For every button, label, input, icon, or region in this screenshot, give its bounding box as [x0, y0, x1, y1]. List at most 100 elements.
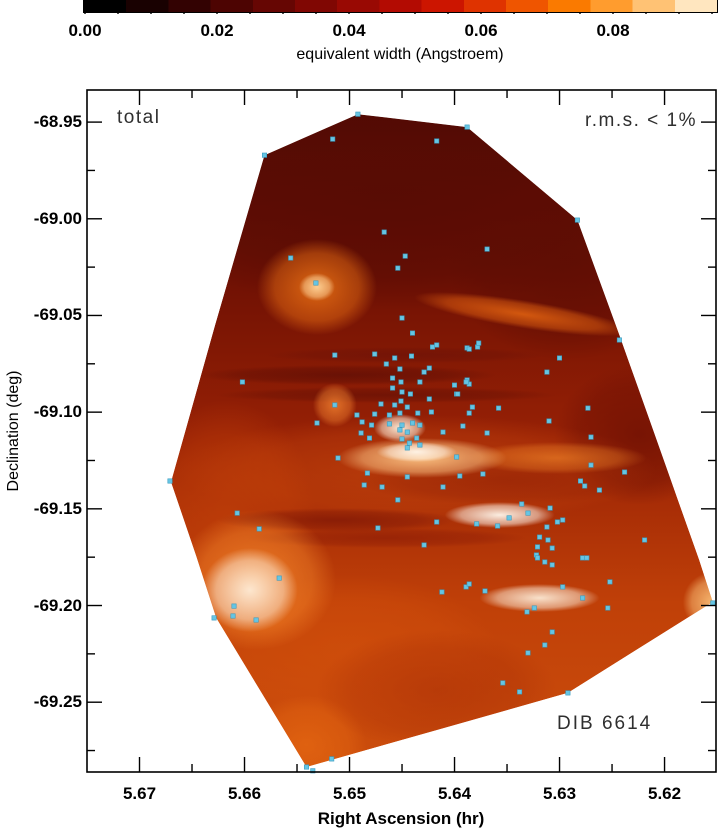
surface-feature [479, 583, 600, 612]
surface-feature [376, 441, 457, 462]
data-point [434, 519, 440, 525]
data-point [506, 515, 512, 521]
data-point [565, 690, 571, 696]
x-tick-label: 5.64 [437, 784, 472, 803]
y-tick-label: -68.95 [33, 112, 82, 132]
data-point [361, 482, 367, 488]
data-point [404, 445, 410, 451]
data-point [381, 229, 387, 235]
x-axis-title: Right Ascension (hr) [317, 809, 485, 828]
data-point [417, 379, 423, 385]
data-points [167, 111, 716, 774]
data-point [549, 545, 555, 551]
data-point [407, 391, 413, 397]
y-axis-title: Declination (deg) [5, 370, 22, 492]
data-point [622, 469, 628, 475]
data-point [310, 768, 316, 774]
data-point [404, 474, 410, 480]
data-point [404, 429, 410, 435]
data-point [369, 422, 375, 428]
y-tick-label: -69.15 [33, 498, 82, 518]
data-point [390, 385, 396, 391]
data-point [417, 422, 423, 428]
data-point [476, 340, 482, 346]
data-point [554, 519, 560, 525]
data-point [460, 423, 466, 429]
data-point [404, 404, 410, 410]
data-point [211, 615, 217, 621]
data-point [577, 478, 583, 484]
data-point [642, 537, 648, 543]
data-point [434, 342, 440, 348]
data-point [495, 523, 501, 529]
data-point [542, 642, 548, 648]
data-point [537, 534, 543, 540]
data-point [439, 589, 445, 595]
data-point [395, 497, 401, 503]
data-point [429, 344, 435, 350]
colorbar-tick-label: 0.06 [464, 21, 498, 40]
data-point [560, 517, 566, 523]
data-point [574, 217, 580, 223]
data-point [580, 595, 586, 601]
data-point [355, 111, 361, 117]
data-point [386, 412, 392, 418]
data-point [330, 136, 336, 142]
data-point [414, 435, 420, 441]
data-point [426, 396, 432, 402]
data-point [378, 401, 384, 407]
data-point [547, 505, 553, 511]
data-point [364, 470, 370, 476]
x-tick-label: 5.67 [122, 784, 157, 803]
colorbar [83, 0, 718, 13]
data-point [253, 617, 259, 623]
data-point [398, 379, 404, 385]
data-point [524, 609, 530, 615]
data-point [399, 436, 405, 442]
data-point [399, 389, 405, 395]
data-point [354, 412, 360, 418]
data-point [392, 402, 398, 408]
data-point [454, 454, 460, 460]
surface-feature [414, 292, 632, 337]
data-point [375, 525, 381, 531]
x-tick-label: 5.62 [647, 784, 682, 803]
data-point [395, 265, 401, 271]
colorbar-tick-label: 0.02 [200, 21, 234, 40]
map-surface [171, 114, 713, 767]
annotation-total: total [117, 107, 161, 128]
data-point [582, 483, 588, 489]
data-point [480, 471, 486, 477]
data-point [440, 429, 446, 435]
data-point [406, 440, 412, 446]
data-point [525, 510, 531, 516]
data-point [496, 405, 502, 411]
data-point [482, 588, 488, 594]
annotation-dib: DIB 6614 [557, 713, 653, 734]
y-tick-label: -69.05 [33, 305, 82, 325]
data-point [466, 346, 472, 352]
data-point [415, 410, 421, 416]
data-point [261, 152, 267, 158]
data-point [399, 422, 405, 428]
data-point [231, 603, 237, 609]
colorbar-tick-label: 0.08 [596, 21, 630, 40]
data-point [288, 255, 294, 261]
data-point [397, 366, 403, 372]
data-point [534, 544, 540, 550]
data-point [544, 369, 550, 375]
data-point [239, 379, 245, 385]
data-point [359, 419, 365, 425]
data-point [588, 462, 594, 468]
data-point [484, 246, 490, 252]
data-point [390, 375, 396, 381]
colorbar-tick-label: 0.00 [68, 21, 102, 40]
surface-feature [298, 273, 335, 302]
data-point [549, 629, 555, 635]
data-point [303, 764, 309, 770]
data-point [366, 435, 372, 441]
data-point [556, 355, 562, 361]
data-point [313, 280, 319, 286]
